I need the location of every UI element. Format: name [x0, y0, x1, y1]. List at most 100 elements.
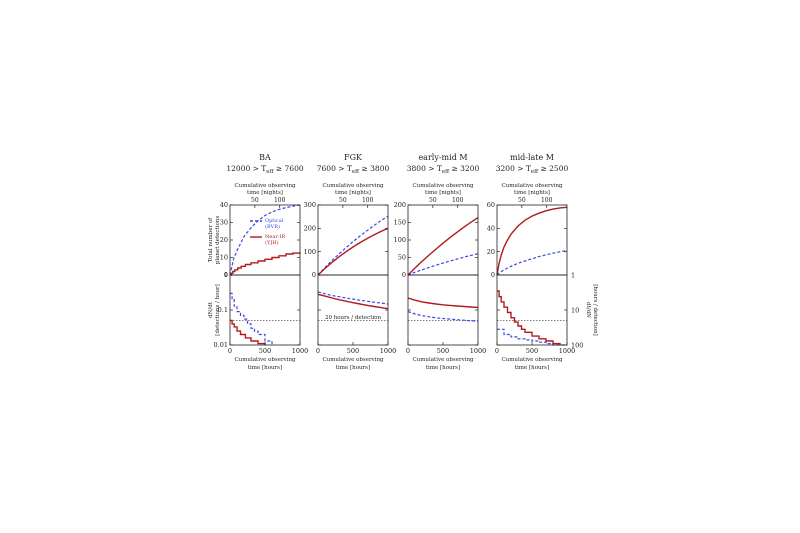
y-tick-label: 150 [394, 219, 406, 227]
data-point [265, 215, 266, 216]
data-point [525, 340, 526, 341]
bottom-plot-frame [407, 274, 479, 346]
y-tick-label: 40 [220, 201, 228, 209]
y-tick-label: 1 [224, 271, 228, 279]
data-point [245, 264, 246, 265]
data-point [450, 261, 451, 262]
data-point [360, 242, 361, 243]
y-tick-label: 200 [394, 201, 406, 209]
data-point [258, 334, 259, 335]
data-point [500, 272, 501, 273]
data-point [429, 316, 430, 317]
right-tick-label: 100 [571, 342, 583, 350]
series-nearir [230, 319, 266, 345]
data-point [436, 265, 437, 266]
data-point [367, 305, 368, 306]
data-point [514, 322, 515, 323]
y-tick-label: 50 [398, 254, 406, 262]
top-tick-label: 100 [452, 197, 464, 204]
y-tick-label: 0.01 [214, 341, 228, 349]
data-point [501, 255, 502, 256]
data-point [245, 338, 246, 339]
top-axis-label: time [nights] [425, 190, 461, 196]
panel-mid-late-m: mid-late M 3200 > Teff ≥ 2500 Cumulative o… [487, 153, 598, 371]
y-tick-label: 0 [402, 271, 406, 279]
data-point [504, 307, 505, 308]
data-point [525, 220, 526, 221]
data-point [244, 236, 245, 237]
data-point [237, 331, 238, 332]
data-point [532, 336, 533, 337]
top-axis-label: time [nights] [247, 190, 283, 196]
x-tick-label: 500 [347, 347, 359, 355]
y-tick-label: 10 [220, 254, 228, 262]
data-point [367, 230, 368, 231]
data-point [457, 306, 458, 307]
x-tick-label: 500 [437, 347, 449, 355]
data-point [332, 260, 333, 261]
data-point [241, 266, 242, 267]
data-point [429, 255, 430, 256]
x-tick-label: 1000 [470, 347, 487, 355]
data-point [539, 213, 540, 214]
data-point [422, 315, 423, 316]
y-tick-label: 100 [304, 248, 316, 256]
panel-title: mid-late M [510, 153, 554, 162]
x-tick-label: 1000 [292, 347, 309, 355]
y-tick-label: 20 [220, 236, 228, 244]
series-optical [317, 215, 389, 276]
x-tick-label: 500 [259, 347, 271, 355]
data-point [532, 216, 533, 217]
top-axis-label: time [nights] [335, 190, 371, 196]
data-point [443, 318, 444, 319]
data-point [443, 243, 444, 244]
y-tick-label: 40 [487, 225, 495, 233]
data-point [272, 257, 273, 258]
data-point [504, 334, 505, 335]
data-point [532, 341, 533, 342]
panel-title: FGK [344, 153, 363, 162]
data-point [518, 338, 519, 339]
bottom-axis-label: Cumulative observing [322, 357, 384, 363]
top-tick-label: 50 [518, 197, 526, 204]
data-point [525, 332, 526, 333]
series-nearir [407, 297, 479, 309]
x-tick-label: 0 [316, 347, 320, 355]
data-point [360, 300, 361, 301]
bottom-axis-label: Cumulative observing [412, 357, 474, 363]
data-point [457, 319, 458, 320]
data-point [422, 302, 423, 303]
data-point [353, 247, 354, 248]
legend-sublabel: (BVR) [265, 223, 280, 230]
data-point [381, 231, 382, 232]
data-point [240, 334, 241, 335]
data-point [234, 306, 235, 307]
y-tick-label: 30 [220, 219, 228, 227]
bottom-axis-label: time [hours] [248, 365, 282, 371]
data-point [504, 247, 505, 248]
data-point [436, 304, 437, 305]
panel-subtitle: 3800 > Teff ≥ 3200 [407, 164, 480, 175]
data-point [471, 222, 472, 223]
data-point [353, 241, 354, 242]
data-point [353, 302, 354, 303]
data-point [286, 254, 287, 255]
data-point [511, 317, 512, 318]
series-optical [407, 311, 479, 322]
data-point [525, 261, 526, 262]
data-point [539, 256, 540, 257]
series-nearir [407, 217, 479, 276]
data-point [518, 263, 519, 264]
top-tick-label: 100 [362, 197, 374, 204]
x-tick-label: 1000 [380, 347, 397, 355]
top-axis-label: Cumulative observing [234, 183, 296, 189]
data-point [553, 343, 554, 344]
data-point [539, 338, 540, 339]
panel-fgk: FGK 7600 > Teff ≥ 3800 Cumulative observin… [304, 153, 397, 371]
data-point [415, 300, 416, 301]
y-tick-label: 200 [304, 225, 316, 233]
data-point [422, 261, 423, 262]
data-point [443, 263, 444, 264]
data-point [286, 207, 287, 208]
bottom-axis-label: Cumulative observing [234, 357, 296, 363]
